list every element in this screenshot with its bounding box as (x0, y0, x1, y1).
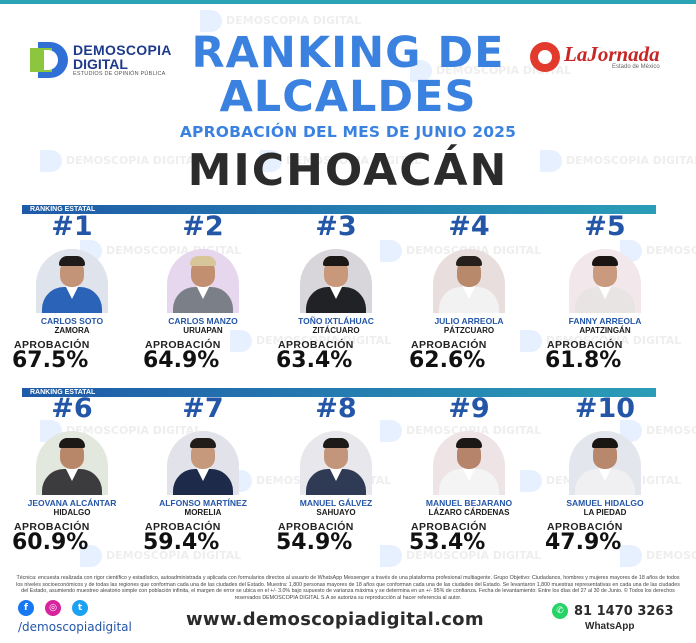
top-accent-line (0, 0, 696, 4)
approval-label: APROBACIÓN (278, 339, 354, 351)
mayor-name: MANUEL BEJARANO (425, 498, 513, 508)
rank-number: #9 (448, 393, 490, 424)
demoscopia-d-icon (30, 42, 68, 78)
mayor-name: JULIO ARREOLA (434, 316, 504, 326)
mayor-photo (300, 249, 372, 313)
mayor-city: HIDALGO (53, 508, 91, 517)
approval-label: APROBACIÓN (14, 521, 90, 533)
social-icons: f ◎ t (18, 600, 88, 616)
mayor-name: JEOVANA ALCÁNTAR (27, 498, 117, 508)
mayor-city: SAHUAYO (316, 508, 356, 517)
mayor-city: PÁTZCUARO (443, 326, 495, 335)
title-line-2: ALCALDES (219, 72, 477, 122)
demoscopia-logo: DEMOSCOPIA DIGITAL ESTUDIOS DE OPINIÓN P… (30, 42, 172, 78)
rank-number: #3 (315, 211, 357, 242)
approval-label: APROBACIÓN (145, 339, 221, 351)
la-jornada-logo: LaJornada Estado de México (530, 42, 660, 72)
partner-name: LaJornada (564, 42, 660, 66)
mayor-photo (569, 431, 641, 495)
approval-value: 63.4% (276, 348, 353, 373)
rank-number: #10 (574, 393, 636, 424)
mayor-city: APATZINGÁN (579, 326, 631, 335)
instagram-icon[interactable]: ◎ (45, 600, 61, 616)
twitter-icon[interactable]: t (72, 600, 88, 616)
approval-label: APROBACIÓN (411, 339, 487, 351)
approval-value: 61.8% (545, 348, 622, 373)
mayor-photo (433, 249, 505, 313)
rank-number: #6 (51, 393, 93, 424)
mayor-photo (433, 431, 505, 495)
approval-value: 53.4% (409, 530, 486, 555)
mayor-city: MORELIA (184, 508, 222, 517)
approval-value: 64.9% (143, 348, 220, 373)
approval-value: 59.4% (143, 530, 220, 555)
whatsapp-label: WhatsApp (585, 621, 635, 632)
subtitle: APROBACIÓN DEL MES DE JUNIO 2025 (179, 123, 517, 141)
title-line-1: RANKING DE (191, 28, 505, 78)
approval-label: APROBACIÓN (278, 521, 354, 533)
approval-value: 62.6% (409, 348, 486, 373)
rank-number: #7 (182, 393, 224, 424)
mayor-name: TOÑO IXTLÁHUAC (298, 316, 374, 326)
approval-label: APROBACIÓN (14, 339, 90, 351)
approval-value: 47.9% (545, 530, 622, 555)
mayor-photo (36, 431, 108, 495)
approval-value: 67.5% (12, 348, 89, 373)
methodology-note: Técnica: encuesta realizada con rigor ci… (16, 575, 680, 601)
section-band-2 (22, 388, 656, 397)
mayor-city: URUAPAN (183, 326, 223, 335)
approval-label: APROBACIÓN (145, 521, 221, 533)
mayor-name: FANNY ARREOLA (568, 316, 642, 326)
section-label-1: RANKING ESTATAL (30, 206, 96, 213)
mayor-name: CARLOS SOTO (40, 316, 104, 326)
mayor-city: LA PIEDAD (583, 508, 627, 517)
brand-tagline: ESTUDIOS DE OPINIÓN PÚBLICA (73, 71, 166, 77)
rank-number: #1 (51, 211, 93, 242)
rank-number: #2 (182, 211, 224, 242)
whatsapp-contact[interactable]: ✆ 81 1470 3263 (552, 603, 674, 619)
state-name: MICHOACÁN (187, 145, 509, 196)
approval-value: 60.9% (12, 530, 89, 555)
rank-number: #4 (448, 211, 490, 242)
mayor-city: ZITÁCUARO (312, 326, 360, 335)
approval-label: APROBACIÓN (411, 521, 487, 533)
whatsapp-icon: ✆ (552, 603, 568, 619)
brand-line-1: DEMOSCOPIA (73, 42, 172, 58)
mayor-name: MANUEL GÁLVEZ (299, 498, 373, 508)
mayor-photo (36, 249, 108, 313)
mayor-photo (300, 431, 372, 495)
partner-subtitle: Estado de México (611, 64, 660, 70)
section-label-2: RANKING ESTATAL (30, 389, 96, 396)
rank-number: #8 (315, 393, 357, 424)
mayor-photo (569, 249, 641, 313)
mayor-photo (167, 431, 239, 495)
social-handle[interactable]: /demoscopiadigital (18, 620, 132, 634)
section-band-1 (22, 205, 656, 214)
approval-label: APROBACIÓN (547, 339, 623, 351)
brand-line-2: DIGITAL (73, 56, 128, 72)
approval-value: 54.9% (276, 530, 353, 555)
mayor-name: SAMUEL HIDALGO (566, 498, 644, 508)
mayor-city: ZAMORA (54, 326, 90, 335)
mayor-name: ALFONSO MARTÍNEZ (159, 498, 247, 508)
facebook-icon[interactable]: f (18, 600, 34, 616)
sun-icon (530, 42, 560, 72)
whatsapp-number: 81 1470 3263 (574, 603, 674, 619)
website-link[interactable]: www.demoscopiadigital.com (186, 609, 484, 630)
mayor-city: LÁZARO CÁRDENAS (428, 508, 510, 517)
approval-label: APROBACIÓN (547, 521, 623, 533)
mayor-name: CARLOS MANZO (168, 316, 238, 326)
mayor-photo (167, 249, 239, 313)
rank-number: #5 (584, 211, 626, 242)
